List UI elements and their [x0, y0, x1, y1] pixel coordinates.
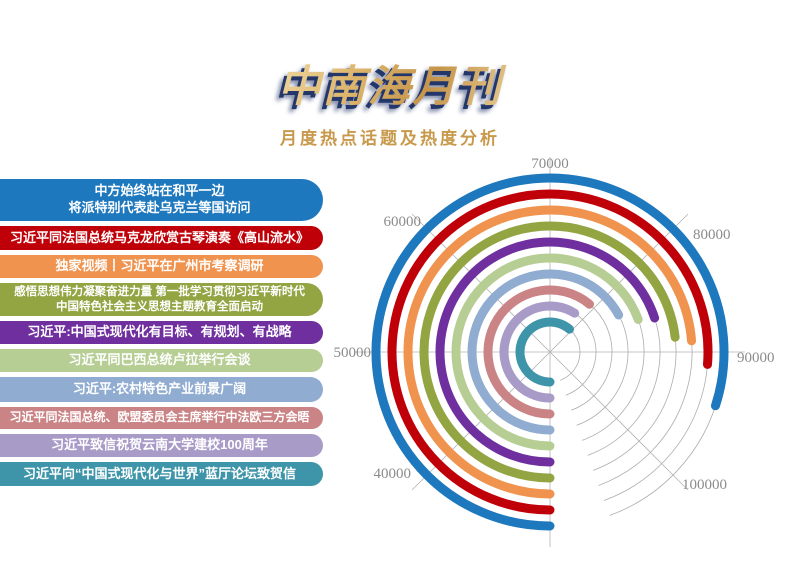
chart-bar-arc — [467, 269, 624, 435]
topic-pill-label: 独家视频丨习近平在广州市考察调研 — [55, 258, 264, 274]
page-subtitle: 月度热点话题及热度分析 — [280, 129, 500, 148]
chart-bar-arc — [435, 237, 660, 467]
chart-bar-arc — [419, 221, 680, 483]
topic-pill: 习近平同法国总统、欧盟委员会主席举行中法欧三方会晤 — [0, 407, 323, 429]
header: 中南海月刊 月度热点话题及热度分析 — [230, 52, 550, 149]
angle-axis-label: 90000 — [737, 350, 775, 366]
chart-bar-arc — [483, 285, 595, 419]
topic-pill: 习近平致信祝贺云南大学建校100周年 — [0, 434, 323, 457]
topic-pill-label: 中方始终站在和平一边 将派特别代表赴乌克兰等国访问 — [68, 183, 251, 215]
topic-pill-label: 习近平:中国式现代化有目标、有规划、有战略 — [27, 324, 292, 340]
topic-pill-label: 习近平致信祝贺云南大学建校100周年 — [51, 437, 268, 453]
angle-axis-label: 100000 — [682, 477, 727, 493]
angle-axis-label: 60000 — [384, 214, 422, 230]
chart-bar-arc — [403, 205, 697, 499]
chart-bar-arc — [515, 317, 574, 387]
topic-pill-label: 感悟思想伟力凝聚奋进力量 第一批学习贯彻习近平新时代 中国特色社会主义思想主题教… — [14, 285, 305, 313]
angle-axis-label: 70000 — [531, 156, 569, 172]
chart-bar-arc — [499, 301, 580, 403]
chart-bar-arc — [451, 253, 643, 451]
angle-axis-label: 80000 — [693, 227, 731, 243]
polar-heat-chart: 40000 50000 60000 70000 80000 90000 100000 — [334, 156, 775, 547]
topic-pill: 习近平:中国式现代化有目标、有规划、有战略 — [0, 321, 323, 344]
topic-pill: 习近平同法国总统马克龙欣赏古琴演奏《高山流水》 — [0, 226, 323, 250]
chart-bar-arc — [387, 189, 713, 515]
topic-pill: 习近平同巴西总统卢拉举行会谈 — [0, 349, 323, 372]
topic-pill-label: 习近平向“中国式现代化与世界”蓝厅论坛致贺信 — [22, 465, 296, 481]
topic-pill: 感悟思想伟力凝聚奋进力量 第一批学习贯彻习近平新时代 中国特色社会主义思想主题教… — [0, 283, 323, 316]
angle-axis-label: 50000 — [334, 345, 372, 361]
topic-pill: 习近平:农村特色产业前景广阔 — [0, 377, 323, 402]
topic-pill: 中方始终站在和平一边 将派特别代表赴乌克兰等国访问 — [0, 179, 323, 221]
topic-list: 中方始终站在和平一边 将派特别代表赴乌克兰等国访问习近平同法国总统马克龙欣赏古琴… — [0, 179, 323, 486]
chart-bar-arc — [371, 173, 729, 531]
topic-pill: 独家视频丨习近平在广州市考察调研 — [0, 255, 323, 278]
topic-pill-label: 习近平同巴西总统卢拉举行会谈 — [68, 352, 251, 368]
topic-pill: 习近平向“中国式现代化与世界”蓝厅论坛致贺信 — [0, 462, 323, 486]
topic-pill-label: 习近平:农村特色产业前景广阔 — [72, 381, 247, 397]
topic-pill-label: 习近平同法国总统马克龙欣赏古琴演奏《高山流水》 — [9, 229, 309, 245]
topic-pill-label: 习近平同法国总统、欧盟委员会主席举行中法欧三方会晤 — [9, 410, 310, 425]
page-title: 中南海月刊 — [230, 52, 550, 114]
angle-axis-label: 40000 — [374, 466, 412, 482]
